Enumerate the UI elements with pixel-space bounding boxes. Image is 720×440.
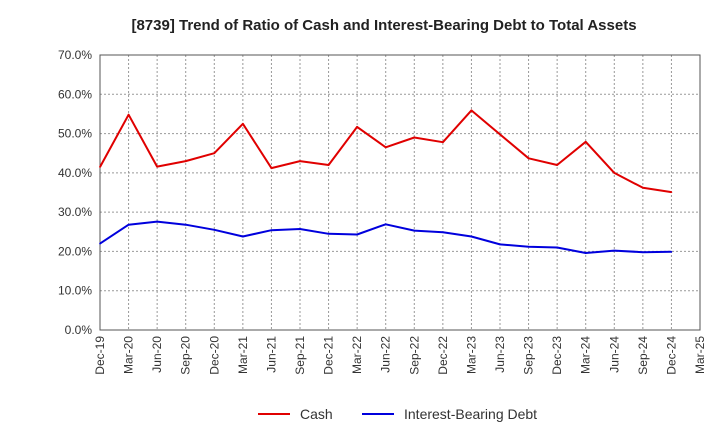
x-tick-label: Sep-20 (179, 336, 193, 375)
y-tick-label: 60.0% (58, 87, 92, 101)
data-point (556, 246, 558, 249)
x-tick-label: Sep-23 (522, 336, 536, 375)
x-tick-label: Jun-20 (150, 336, 164, 373)
data-point (270, 229, 273, 232)
data-point (127, 113, 130, 116)
data-point (642, 251, 644, 254)
data-point (527, 157, 530, 160)
axis-layer: 0.0% 10.0% 20.0% 30.0% 40.0% 50.0% 60.0% 70.0% D… (58, 48, 707, 375)
data-point (242, 235, 244, 238)
y-tick-label: 10.0% (58, 284, 92, 298)
y-tick-label: 0.0% (65, 323, 93, 337)
data-point (384, 146, 387, 149)
y-tick-label: 50.0% (58, 127, 92, 141)
data-point (356, 126, 358, 128)
data-point (527, 245, 530, 248)
x-tick-label: Mar-24 (579, 336, 593, 374)
legend: Cash Interest-Bearing Debt (258, 406, 537, 422)
legend-label-0: Cash (300, 406, 333, 422)
data-point (213, 152, 216, 155)
data-point (299, 160, 301, 162)
data-point (242, 122, 244, 125)
data-point (584, 252, 587, 254)
data-point (127, 223, 130, 226)
data-point (470, 235, 473, 238)
data-point (670, 191, 673, 193)
data-point (499, 243, 501, 246)
x-tick-label: Mar-21 (236, 336, 250, 374)
data-point (299, 228, 301, 230)
y-tick-label: 30.0% (58, 205, 92, 219)
data-point (613, 172, 616, 174)
data-point (642, 186, 644, 189)
y-tick-label: 40.0% (58, 166, 92, 180)
x-tick-label: Mar-22 (350, 336, 364, 374)
data-point (184, 160, 187, 162)
data-point (442, 231, 444, 233)
x-tick-label: Dec-20 (207, 336, 221, 375)
x-tick-label: Sep-24 (636, 336, 650, 375)
y-tick-label: 20.0% (58, 244, 92, 258)
data-point (213, 229, 216, 231)
data-point (613, 249, 616, 252)
legend-label-1: Interest-Bearing Debt (404, 406, 537, 422)
data-point (384, 223, 387, 226)
data-point (499, 133, 501, 136)
x-tick-label: Sep-21 (293, 336, 307, 375)
plot-frame (99, 54, 701, 331)
series-layer (99, 109, 673, 254)
x-tick-label: Jun-23 (493, 336, 507, 373)
x-tick-label: Mar-20 (122, 336, 136, 374)
x-tick-label: Jun-22 (379, 336, 393, 373)
y-tick-label: 70.0% (58, 48, 92, 62)
data-point (156, 165, 158, 168)
x-tick-label: Dec-22 (436, 336, 450, 375)
data-point (99, 242, 101, 245)
data-point (270, 167, 273, 169)
x-tick-label: Mar-23 (464, 336, 478, 374)
data-point (327, 232, 330, 235)
x-tick-label: Mar-25 (693, 336, 707, 374)
data-point (670, 251, 673, 253)
data-point (556, 164, 558, 166)
data-point (413, 229, 416, 232)
data-point (470, 109, 473, 112)
x-tick-label: Dec-21 (322, 336, 336, 375)
data-point (156, 220, 158, 223)
data-point (442, 141, 444, 144)
x-tick-label: Sep-22 (407, 336, 421, 375)
grid-layer (100, 55, 700, 330)
chart-title: [8739] Trend of Ratio of Cash and Intere… (131, 17, 636, 34)
data-point (327, 164, 330, 166)
data-point (413, 136, 416, 139)
x-tick-label: Dec-23 (550, 336, 564, 375)
x-tick-label: Dec-24 (664, 336, 678, 375)
x-tick-label: Jun-24 (607, 336, 621, 373)
data-point (184, 223, 187, 226)
data-point (99, 166, 101, 168)
x-tick-label: Jun-21 (264, 336, 278, 373)
x-tick-label: Dec-19 (93, 336, 107, 375)
data-point (584, 141, 587, 143)
data-point (356, 233, 358, 236)
